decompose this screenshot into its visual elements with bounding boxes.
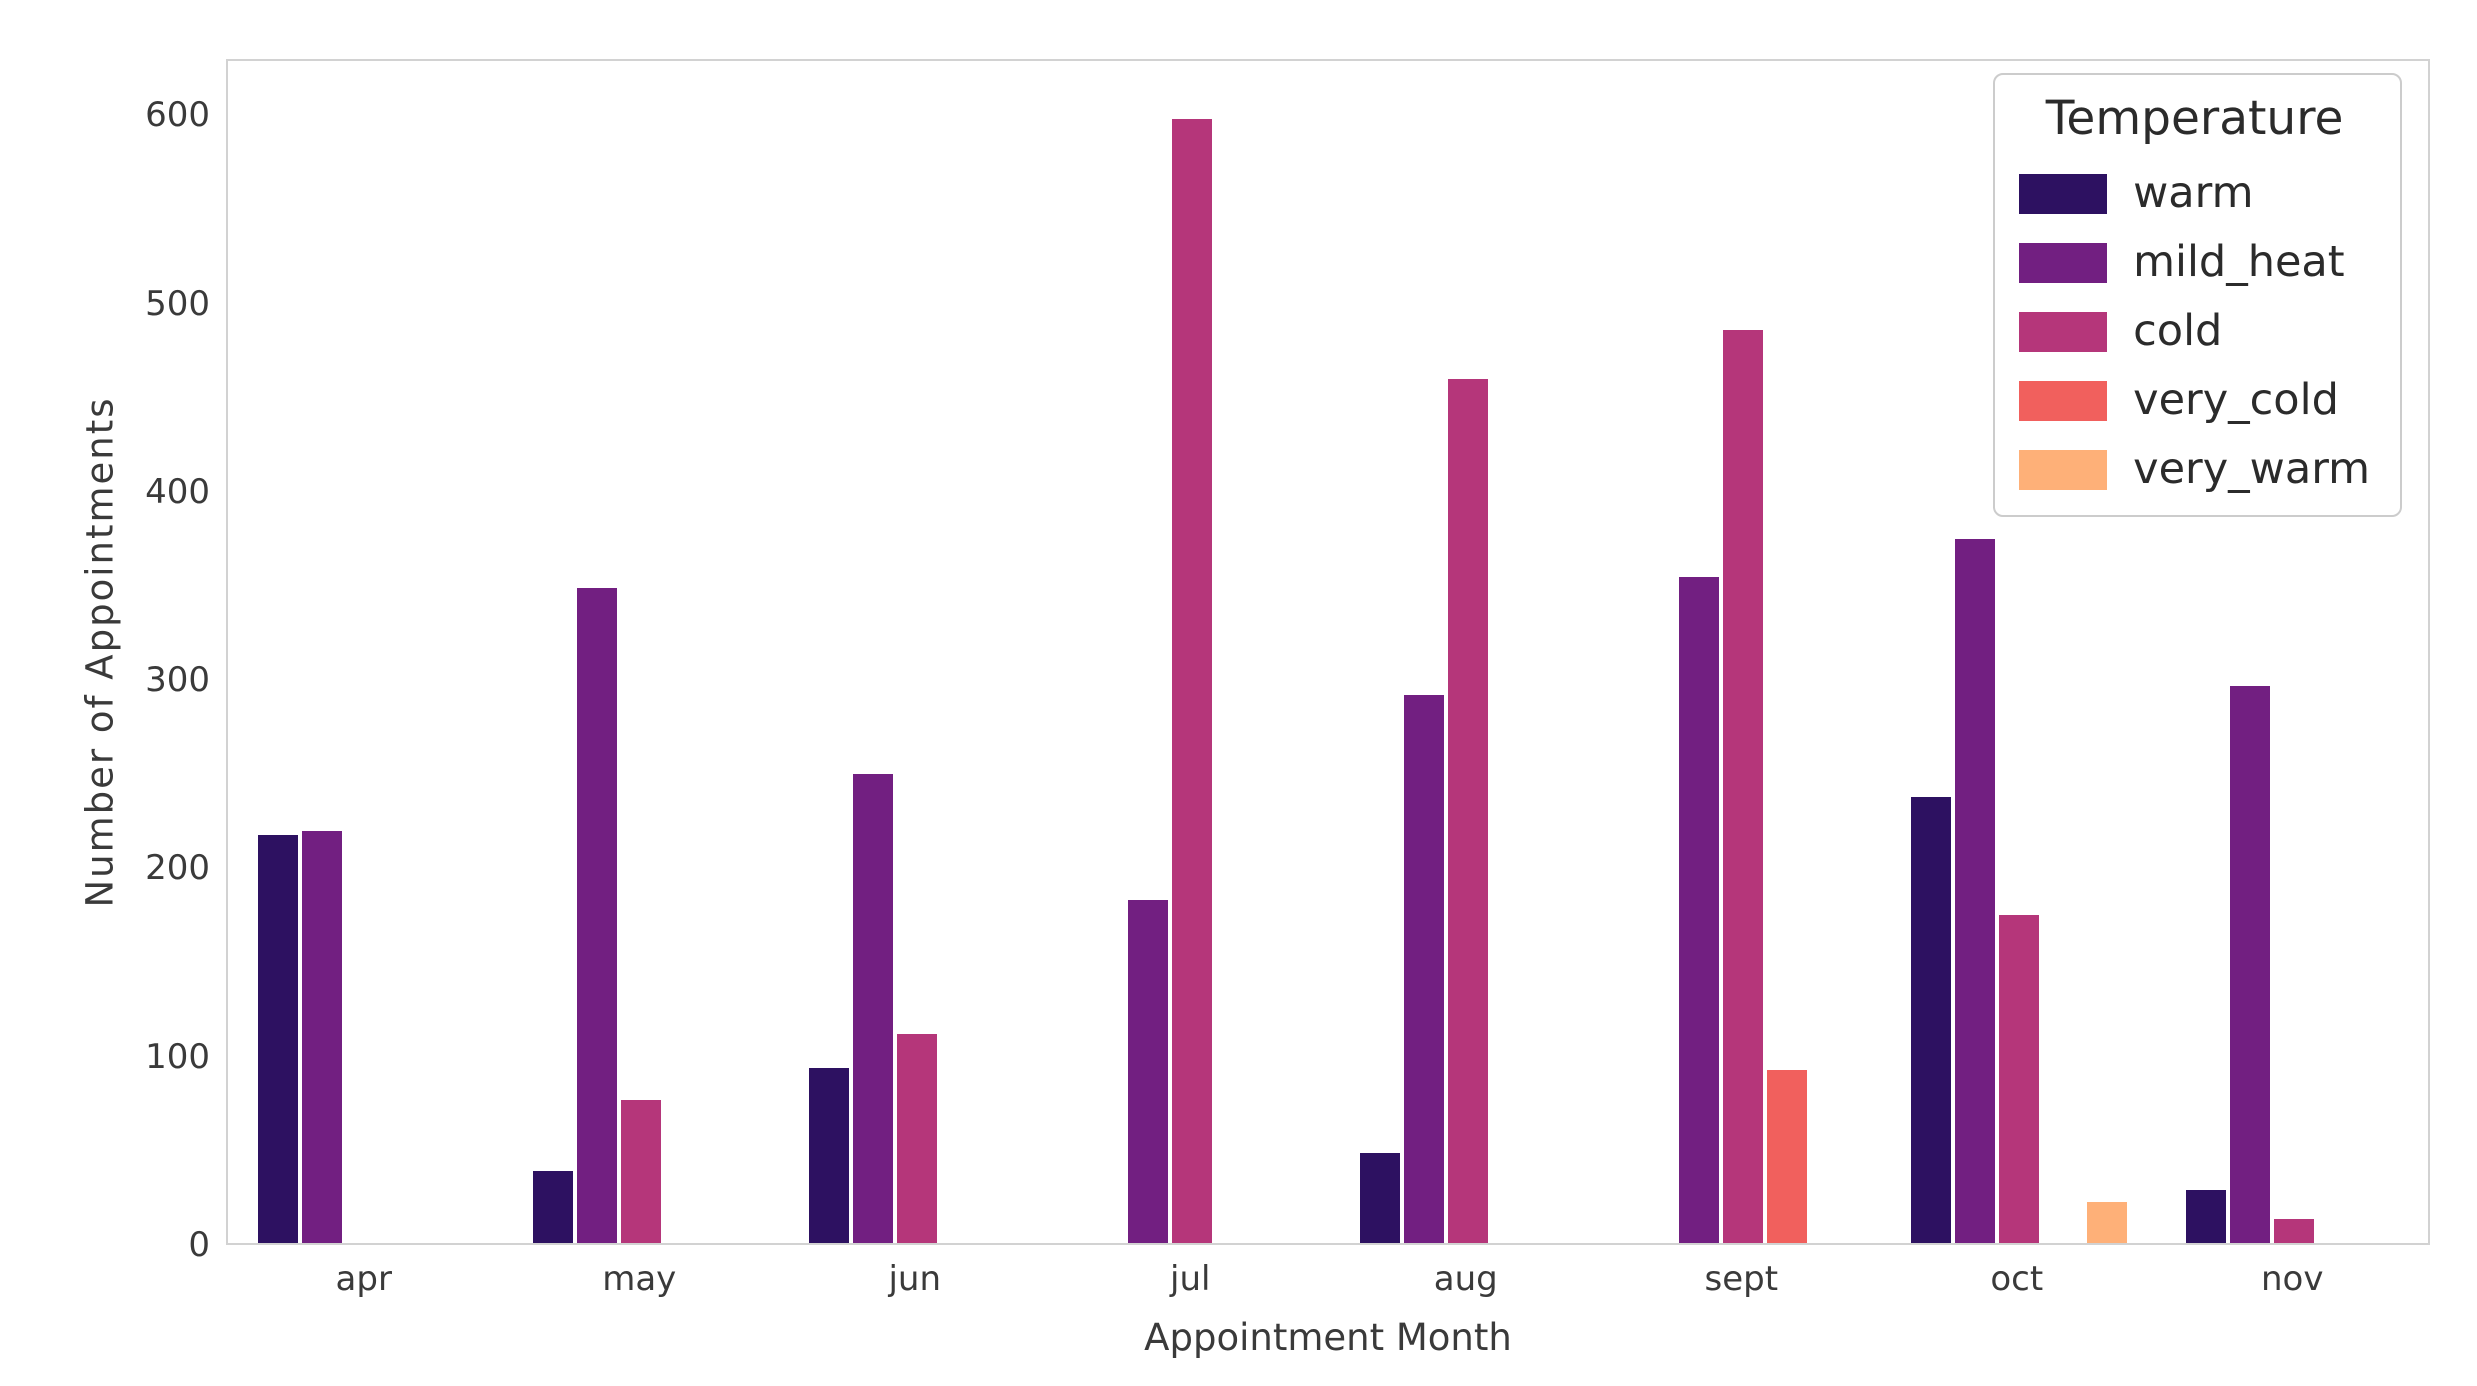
legend-swatch-cold	[2019, 311, 2108, 352]
bar-cold-sept	[1723, 329, 1764, 1243]
x-axis-label: Appointment Month	[1144, 1316, 1512, 1359]
bar-cold-nov	[2274, 1218, 2315, 1243]
bar-mild_heat-aug	[1403, 695, 1444, 1243]
x-tick-sept: sept	[1704, 1259, 1779, 1299]
bar-cold-oct	[1998, 915, 2039, 1243]
y-tick-600: 600	[145, 95, 210, 136]
bar-warm-may	[533, 1171, 574, 1243]
y-tick-300: 300	[145, 660, 210, 701]
bar-very_warm-oct	[2086, 1201, 2127, 1243]
legend-swatch-warm	[2019, 173, 2108, 214]
bar-cold-jun	[896, 1034, 937, 1243]
y-tick-500: 500	[145, 283, 210, 324]
bar-cold-aug	[1447, 378, 1488, 1243]
bar-cold-may	[621, 1099, 662, 1243]
legend-label-warm: warm	[2133, 168, 2254, 218]
bar-mild_heat-apr	[301, 830, 342, 1243]
legend-swatch-very_cold	[2019, 380, 2108, 421]
legend-item-very_warm: very_warm	[2019, 448, 2370, 491]
y-tick-0: 0	[188, 1225, 210, 1265]
legend-item-mild_heat: mild_heat	[2019, 241, 2370, 284]
bar-warm-aug	[1359, 1152, 1400, 1243]
y-tick-100: 100	[145, 1036, 210, 1077]
legend-label-very_cold: very_cold	[2133, 375, 2339, 425]
legend-item-very_cold: very_cold	[2019, 379, 2370, 422]
legend: Temperature warm mild_heat cold very_cold ve…	[1993, 73, 2402, 517]
legend-label-very_warm: very_warm	[2133, 444, 2370, 494]
bar-mild_heat-may	[577, 587, 618, 1243]
bar-mild_heat-oct	[1954, 538, 1995, 1243]
x-tick-nov: nov	[2261, 1259, 2324, 1299]
legend-label-cold: cold	[2133, 306, 2223, 356]
bar-mild_heat-nov	[2230, 685, 2271, 1243]
x-tick-jun: jun	[888, 1259, 942, 1299]
legend-title: Temperature	[2045, 91, 2344, 146]
bar-cold-jul	[1172, 119, 1213, 1243]
x-tick-jul: jul	[1170, 1259, 1211, 1299]
plot-area: Temperature warm mild_heat cold very_cold ve…	[226, 59, 2430, 1245]
legend-swatch-mild_heat	[2019, 242, 2108, 283]
bar-mild_heat-sept	[1679, 576, 1720, 1243]
legend-item-cold: cold	[2019, 310, 2370, 353]
legend-label-mild_heat: mild_heat	[2133, 237, 2345, 287]
bar-mild_heat-jun	[852, 774, 893, 1243]
legend-swatch-very_warm	[2019, 449, 2108, 490]
legend-item-warm: warm	[2019, 172, 2370, 215]
y-tick-200: 200	[145, 848, 210, 889]
bar-warm-nov	[2186, 1190, 2227, 1243]
bar-warm-oct	[1910, 796, 1951, 1243]
x-tick-may: may	[602, 1259, 677, 1299]
y-tick-400: 400	[145, 471, 210, 512]
bar-warm-jun	[808, 1067, 849, 1243]
bar-very_cold-sept	[1767, 1069, 1808, 1243]
x-tick-aug: aug	[1433, 1259, 1498, 1299]
bar-mild_heat-jul	[1128, 900, 1169, 1243]
x-tick-apr: apr	[335, 1259, 392, 1299]
bar-warm-apr	[257, 834, 298, 1243]
x-tick-oct: oct	[1990, 1259, 2044, 1299]
y-axis-label: Number of Appointments	[78, 396, 122, 908]
